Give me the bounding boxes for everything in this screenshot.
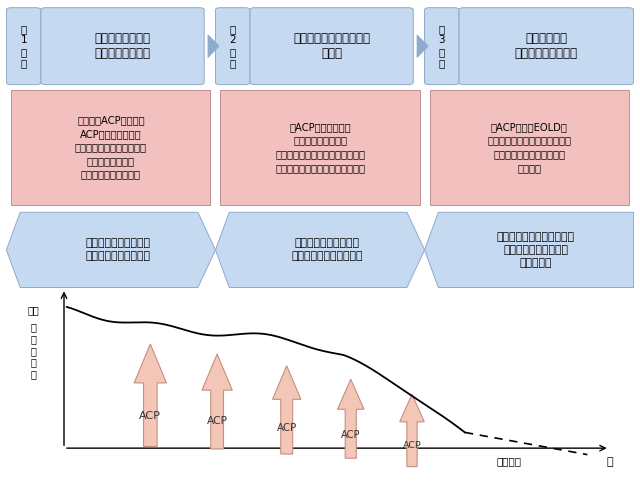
Polygon shape (400, 395, 424, 467)
FancyBboxPatch shape (250, 8, 413, 85)
Text: 【ACPの積み重ね】
自分の生き方の再考
個別の状況に応じた医療やケア、
人生の最終段階に備えた意向など: 【ACPの積み重ね】 自分の生き方の再考 個別の状況に応じた医療やケア、 人生の… (275, 122, 365, 173)
FancyBboxPatch shape (6, 8, 41, 85)
Text: 死: 死 (606, 456, 613, 467)
Polygon shape (208, 35, 220, 57)
Polygon shape (273, 366, 301, 454)
Text: ACP: ACP (341, 430, 360, 440)
Text: 第
1
段
階: 第 1 段 階 (20, 24, 27, 69)
Text: 重篤な病状、
人生の最終段階の人: 重篤な病状、 人生の最終段階の人 (515, 32, 578, 60)
FancyBboxPatch shape (12, 90, 211, 205)
FancyBboxPatch shape (41, 8, 204, 85)
Polygon shape (202, 354, 232, 449)
Text: 病院、救急、高齢者施設、
在宅医師や看護師等の
支援チーム: 病院、救急、高齢者施設、 在宅医師や看護師等の 支援チーム (497, 232, 575, 268)
Polygon shape (216, 213, 424, 287)
Text: ACP: ACP (140, 411, 161, 421)
Text: ACP: ACP (207, 416, 228, 426)
Text: 健康な全ての成人
生や死を考える人: 健康な全ての成人 生や死を考える人 (95, 32, 150, 60)
Text: 市町行政職、保健師、
地域ボランティアなど: 市町行政職、保健師、 地域ボランティアなど (85, 239, 150, 261)
Polygon shape (337, 379, 364, 458)
Polygon shape (424, 213, 634, 287)
Text: 健
康
の
状
態: 健 康 の 状 態 (31, 323, 36, 379)
FancyBboxPatch shape (459, 8, 634, 85)
Text: 退院支援・ケアマネ、
診療所、訪問看護師など: 退院支援・ケアマネ、 診療所、訪問看護師など (291, 239, 363, 261)
Text: 良好: 良好 (28, 305, 39, 315)
Text: 時間経過: 時間経過 (497, 456, 522, 467)
Text: 第
3
段
階: 第 3 段 階 (438, 24, 445, 69)
Text: 疾病や障がいをもつ人、
高齢者: 疾病や障がいをもつ人、 高齢者 (293, 32, 370, 60)
FancyBboxPatch shape (424, 8, 459, 85)
Polygon shape (417, 35, 428, 57)
FancyBboxPatch shape (429, 90, 628, 205)
FancyBboxPatch shape (221, 90, 419, 205)
Text: 【啓発とACPの経験】
ACPの目的・必要性
死生観、人生観、生き方を
考える対話の経験
もしもの時の意向など: 【啓発とACPの経験】 ACPの目的・必要性 死生観、人生観、生き方を 考える対… (75, 115, 147, 180)
Polygon shape (134, 344, 166, 446)
Text: 【ACP継続・EOLD】
人生の最終段階の医療、ケア、
療養生活の意向・代弁者の
選定など: 【ACP継続・EOLD】 人生の最終段階の医療、ケア、 療養生活の意向・代弁者の… (487, 122, 571, 173)
Text: ACP: ACP (276, 423, 297, 433)
Polygon shape (6, 213, 216, 287)
FancyBboxPatch shape (216, 8, 250, 85)
Text: 第
2
段
階: 第 2 段 階 (229, 24, 236, 69)
Text: ACP: ACP (403, 440, 421, 450)
